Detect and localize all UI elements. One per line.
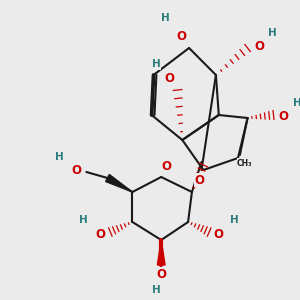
Text: H: H bbox=[293, 98, 300, 108]
Text: CH₃: CH₃ bbox=[237, 158, 252, 167]
Text: O: O bbox=[278, 110, 288, 124]
Text: O: O bbox=[254, 40, 264, 52]
Text: O: O bbox=[214, 227, 224, 241]
Text: O: O bbox=[156, 268, 166, 281]
Text: H: H bbox=[152, 59, 161, 69]
Polygon shape bbox=[158, 240, 165, 265]
Text: H: H bbox=[161, 13, 170, 23]
Text: O: O bbox=[72, 164, 82, 176]
Text: H: H bbox=[230, 215, 239, 225]
Text: O: O bbox=[165, 71, 175, 85]
Text: O: O bbox=[96, 227, 106, 241]
Text: O: O bbox=[176, 29, 186, 43]
Text: H: H bbox=[152, 285, 161, 295]
Text: H: H bbox=[268, 28, 277, 38]
Polygon shape bbox=[106, 175, 132, 192]
Text: H: H bbox=[55, 152, 64, 162]
Text: O: O bbox=[161, 160, 171, 173]
Text: H: H bbox=[79, 215, 88, 225]
Text: O: O bbox=[195, 173, 205, 187]
